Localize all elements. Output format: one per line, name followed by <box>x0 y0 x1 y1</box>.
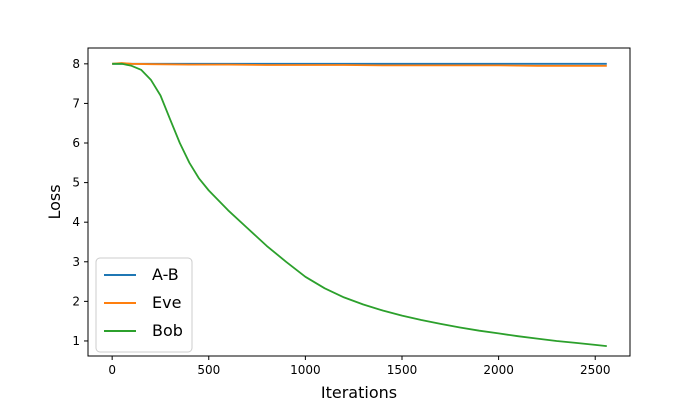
legend: A-B Eve Bob <box>95 257 193 353</box>
y-axis-label: Loss <box>45 184 64 219</box>
legend-box <box>95 257 193 353</box>
legend-label-a-b: A-B <box>152 265 179 284</box>
legend-label-eve: Eve <box>152 293 181 312</box>
y-tick-label: 4 <box>72 215 80 229</box>
x-tick-label: 500 <box>197 363 220 377</box>
x-tick-label: 1000 <box>290 363 321 377</box>
y-tick-label: 2 <box>72 294 80 308</box>
ticks: 0 500 1000 1500 2000 2500 1 2 3 4 5 6 7 8 <box>72 57 610 377</box>
y-tick-label: 1 <box>72 334 80 348</box>
y-tick-label: 8 <box>72 57 80 71</box>
x-tick-label: 1500 <box>387 363 418 377</box>
x-tick-label: 2500 <box>580 363 611 377</box>
x-axis-label: Iterations <box>321 383 397 400</box>
series-line-eve <box>112 62 607 67</box>
y-tick-label: 3 <box>72 255 80 269</box>
y-tick-label: 5 <box>72 176 80 190</box>
x-tick-label: 0 <box>108 363 116 377</box>
series-lines <box>112 62 607 347</box>
y-tick-label: 6 <box>72 136 80 150</box>
y-tick-label: 7 <box>72 96 80 110</box>
x-tick-label: 2000 <box>483 363 514 377</box>
series-line-bob <box>112 62 607 347</box>
legend-label-bob: Bob <box>152 321 183 340</box>
